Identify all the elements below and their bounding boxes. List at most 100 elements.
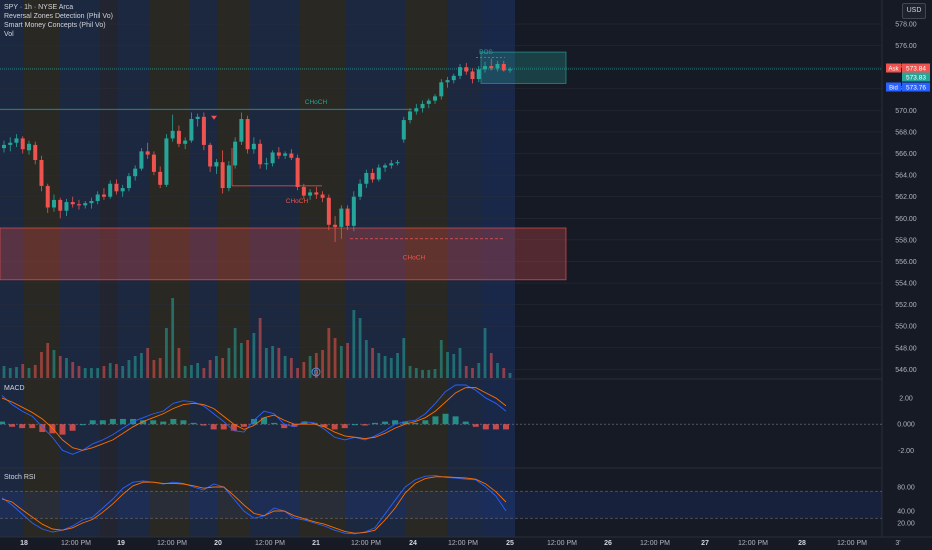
- candle: [145, 151, 150, 155]
- down-arrow-icon: [211, 115, 217, 120]
- candle: [501, 63, 506, 71]
- volume-bar: [277, 348, 281, 378]
- volume-bar: [239, 343, 243, 378]
- macd-histogram-bar: [321, 424, 328, 427]
- volume-bar: [121, 366, 125, 378]
- ask-price: 573.84: [906, 65, 926, 72]
- volume-bar: [258, 318, 262, 378]
- candle: [239, 118, 244, 142]
- indicator-smc[interactable]: Smart Money Concepts (Phil Vo): [4, 22, 106, 29]
- macd-histogram-bar: [210, 424, 217, 430]
- volume-bar: [389, 358, 393, 378]
- ask-label-bg: [886, 63, 901, 73]
- volume-bar: [283, 356, 287, 378]
- candle: [320, 194, 325, 198]
- candle: [2, 144, 6, 149]
- volume-bar: [439, 340, 443, 378]
- price-tick-label: 564.00: [895, 173, 917, 180]
- price-tick-label: 558.00: [895, 237, 917, 244]
- candle: [383, 165, 388, 168]
- candle: [189, 118, 194, 141]
- candle: [39, 160, 44, 186]
- macd-histogram-bar: [392, 420, 399, 425]
- candle: [208, 144, 213, 167]
- macd-pane-title[interactable]: MACD: [4, 385, 25, 392]
- macd-line: [1, 384, 507, 455]
- dividend-marker-icon: [311, 367, 321, 377]
- candle: [226, 165, 231, 189]
- candle: [195, 116, 200, 119]
- macd-histogram-bar: [140, 420, 147, 425]
- macd-histogram-bar: [99, 420, 106, 425]
- volume-bar: [102, 366, 106, 378]
- candle: [51, 199, 56, 208]
- demand-zone: [0, 227, 567, 281]
- volume-bar: [396, 353, 399, 378]
- bid-price-bg: [902, 82, 930, 92]
- time-tick-label: 12:00 PM: [640, 540, 670, 547]
- macd-histogram-bar: [190, 422, 197, 425]
- volume-bar: [8, 368, 12, 378]
- price-tick-label: 556.00: [895, 259, 917, 266]
- signal-line: [1, 387, 507, 451]
- macd-histogram-bar: [281, 424, 288, 429]
- candle: [408, 111, 413, 121]
- indicator-reversal-zones[interactable]: Reversal Zones Detection (Phil Vo): [4, 13, 113, 20]
- macd-histogram-bar: [371, 422, 378, 425]
- volume-bar: [314, 353, 318, 378]
- volume-bar: [483, 328, 487, 378]
- volume-bar: [77, 366, 81, 378]
- volume-bar: [264, 348, 268, 378]
- candle: [489, 66, 494, 69]
- session-band: [118, 0, 150, 537]
- macd-histogram-bar: [301, 421, 308, 425]
- symbol-title[interactable]: SPY · 1h · NYSE Arca: [4, 4, 74, 11]
- time-tick-label: 12:00 PM: [61, 540, 91, 547]
- candle: [339, 208, 344, 227]
- currency-button[interactable]: USD: [902, 3, 926, 19]
- volume-bar: [289, 358, 293, 378]
- volume-bar: [358, 318, 362, 378]
- price-tick-label: 566.00: [895, 151, 917, 158]
- volume-bar: [221, 358, 225, 378]
- candle: [233, 141, 238, 166]
- volume-bar: [2, 366, 6, 378]
- time-tick-label: 12:00 PM: [738, 540, 768, 547]
- time-tick-label: 12:00 PM: [351, 540, 381, 547]
- indicator-volume[interactable]: Vol: [4, 31, 14, 38]
- candle: [45, 185, 50, 208]
- volume-bar: [302, 362, 306, 378]
- volume-bar: [146, 348, 150, 378]
- candle: [58, 199, 63, 211]
- macd-histogram-bar: [119, 418, 126, 425]
- macd-histogram-bar: [422, 420, 429, 425]
- session-band: [100, 0, 118, 537]
- macd-histogram-bar: [311, 422, 318, 425]
- candle: [120, 188, 125, 192]
- candle: [70, 202, 75, 205]
- stoch-rsi-pane-title[interactable]: Stoch RSI: [4, 474, 36, 481]
- volume-bar: [90, 368, 93, 378]
- macd-histogram-bar: [503, 424, 509, 430]
- time-tick-label: 21: [312, 540, 320, 547]
- volume-bar: [21, 364, 25, 378]
- candle: [245, 118, 250, 150]
- choch-zone-label: CHoCH: [403, 254, 426, 261]
- macd-histogram-bar: [382, 421, 389, 425]
- volume-bar: [40, 352, 43, 378]
- macd-histogram-bar: [59, 424, 66, 435]
- price-tick-label: 576.00: [895, 43, 917, 50]
- candle: [264, 163, 269, 165]
- rsi-tick-label: 80.00: [897, 485, 915, 492]
- volume-bar: [27, 368, 31, 378]
- macd-histogram-bar: [351, 424, 358, 426]
- session-band: [0, 0, 24, 537]
- time-tick-label: 27: [701, 540, 709, 547]
- candle: [270, 152, 275, 164]
- macd-histogram-bar: [261, 417, 268, 425]
- price-tick-label: 570.00: [895, 108, 917, 115]
- volume-bar: [271, 346, 275, 378]
- session-band: [482, 0, 515, 537]
- volume-bar: [377, 353, 381, 378]
